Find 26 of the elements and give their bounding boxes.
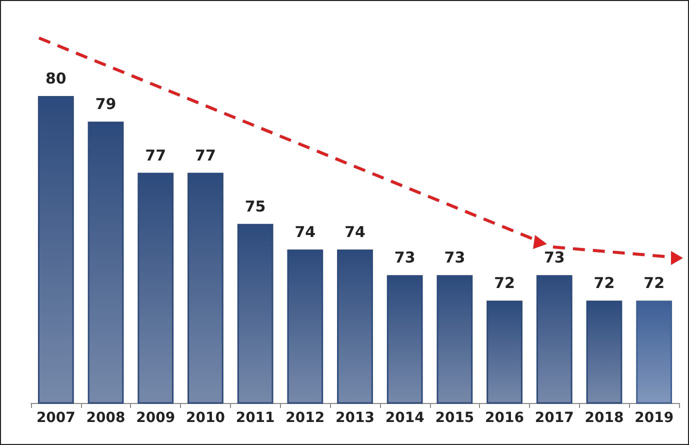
x-tick-label: 2016 — [485, 410, 524, 426]
x-tick-label: 2015 — [435, 410, 474, 426]
data-label: 72 — [494, 274, 515, 292]
x-tick-label: 2013 — [336, 410, 374, 426]
data-label: 72 — [594, 274, 615, 292]
data-label: 77 — [195, 146, 216, 164]
x-tick-label: 2010 — [186, 410, 226, 426]
x-tick-label: 2007 — [36, 410, 76, 426]
x-tick-label: 2008 — [86, 410, 126, 426]
data-label: 74 — [344, 223, 366, 241]
x-tick-label: 2018 — [584, 410, 624, 426]
x-tick-label: 2014 — [385, 410, 425, 426]
data-label: 72 — [644, 274, 665, 292]
x-tick-label: 2019 — [634, 410, 674, 426]
x-tick-label: 2011 — [236, 410, 275, 426]
x-tick-label: 2017 — [534, 410, 574, 426]
data-label: 74 — [294, 223, 316, 241]
data-label: 73 — [394, 248, 416, 267]
data-label: 77 — [145, 146, 166, 164]
data-label: 79 — [95, 95, 116, 114]
x-tick-label: 2012 — [286, 410, 325, 426]
data-label: 75 — [244, 197, 266, 216]
x-tick-label: 2009 — [136, 410, 176, 426]
data-label: 80 — [45, 70, 66, 88]
data-label: 73 — [544, 248, 565, 267]
data-label: 73 — [444, 248, 466, 267]
